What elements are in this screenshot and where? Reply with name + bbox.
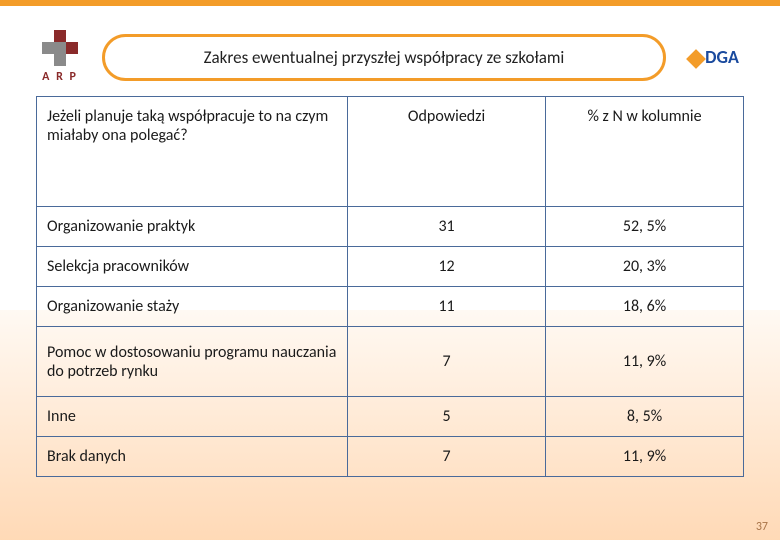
arp-logo-text: A R P xyxy=(42,70,78,84)
page-number: 37 xyxy=(756,520,768,534)
page-title: Zakres ewentualnej przyszłej współpracy … xyxy=(102,34,666,81)
dga-logo: DGA xyxy=(678,46,750,68)
row-percent: 52, 5% xyxy=(546,207,744,247)
row-answers: 7 xyxy=(348,437,546,477)
data-table-container: Jeżeli planuje taką współpracuje to na c… xyxy=(36,96,744,477)
row-answers: 7 xyxy=(348,327,546,397)
col-header-answers: Odpowiedzi xyxy=(348,97,546,207)
row-label: Brak danych xyxy=(37,437,348,477)
header: A R P Zakres ewentualnej przyszłej współ… xyxy=(0,30,780,84)
table-row: Pomoc w dostosowaniu programu nauczania … xyxy=(37,327,744,397)
table-header-row: Jeżeli planuje taką współpracuje to na c… xyxy=(37,97,744,207)
row-percent: 8, 5% xyxy=(546,397,744,437)
row-percent: 20, 3% xyxy=(546,247,744,287)
accent-top-bar xyxy=(0,0,780,18)
arp-logo: A R P xyxy=(30,30,90,84)
row-label: Organizowanie praktyk xyxy=(37,207,348,247)
row-answers: 11 xyxy=(348,287,546,327)
row-label: Organizowanie staży xyxy=(37,287,348,327)
dga-logo-text: DGA xyxy=(705,46,739,68)
arp-logo-icon xyxy=(42,30,78,66)
row-percent: 11, 9% xyxy=(546,437,744,477)
row-label: Inne xyxy=(37,397,348,437)
table-row: Inne 5 8, 5% xyxy=(37,397,744,437)
row-percent: 18, 6% xyxy=(546,287,744,327)
table-row: Selekcja pracowników 12 20, 3% xyxy=(37,247,744,287)
col-header-percent: % z N w kolumnie xyxy=(546,97,744,207)
row-label: Selekcja pracowników xyxy=(37,247,348,287)
row-answers: 5 xyxy=(348,397,546,437)
row-percent: 11, 9% xyxy=(546,327,744,397)
col-header-question: Jeżeli planuje taką współpracuje to na c… xyxy=(37,97,348,207)
table-row: Organizowanie staży 11 18, 6% xyxy=(37,287,744,327)
table-row: Brak danych 7 11, 9% xyxy=(37,437,744,477)
dga-logo-icon xyxy=(686,49,706,69)
cooperation-table: Jeżeli planuje taką współpracuje to na c… xyxy=(36,96,744,477)
row-label: Pomoc w dostosowaniu programu nauczania … xyxy=(37,327,348,397)
row-answers: 12 xyxy=(348,247,546,287)
row-answers: 31 xyxy=(348,207,546,247)
table-row: Organizowanie praktyk 31 52, 5% xyxy=(37,207,744,247)
